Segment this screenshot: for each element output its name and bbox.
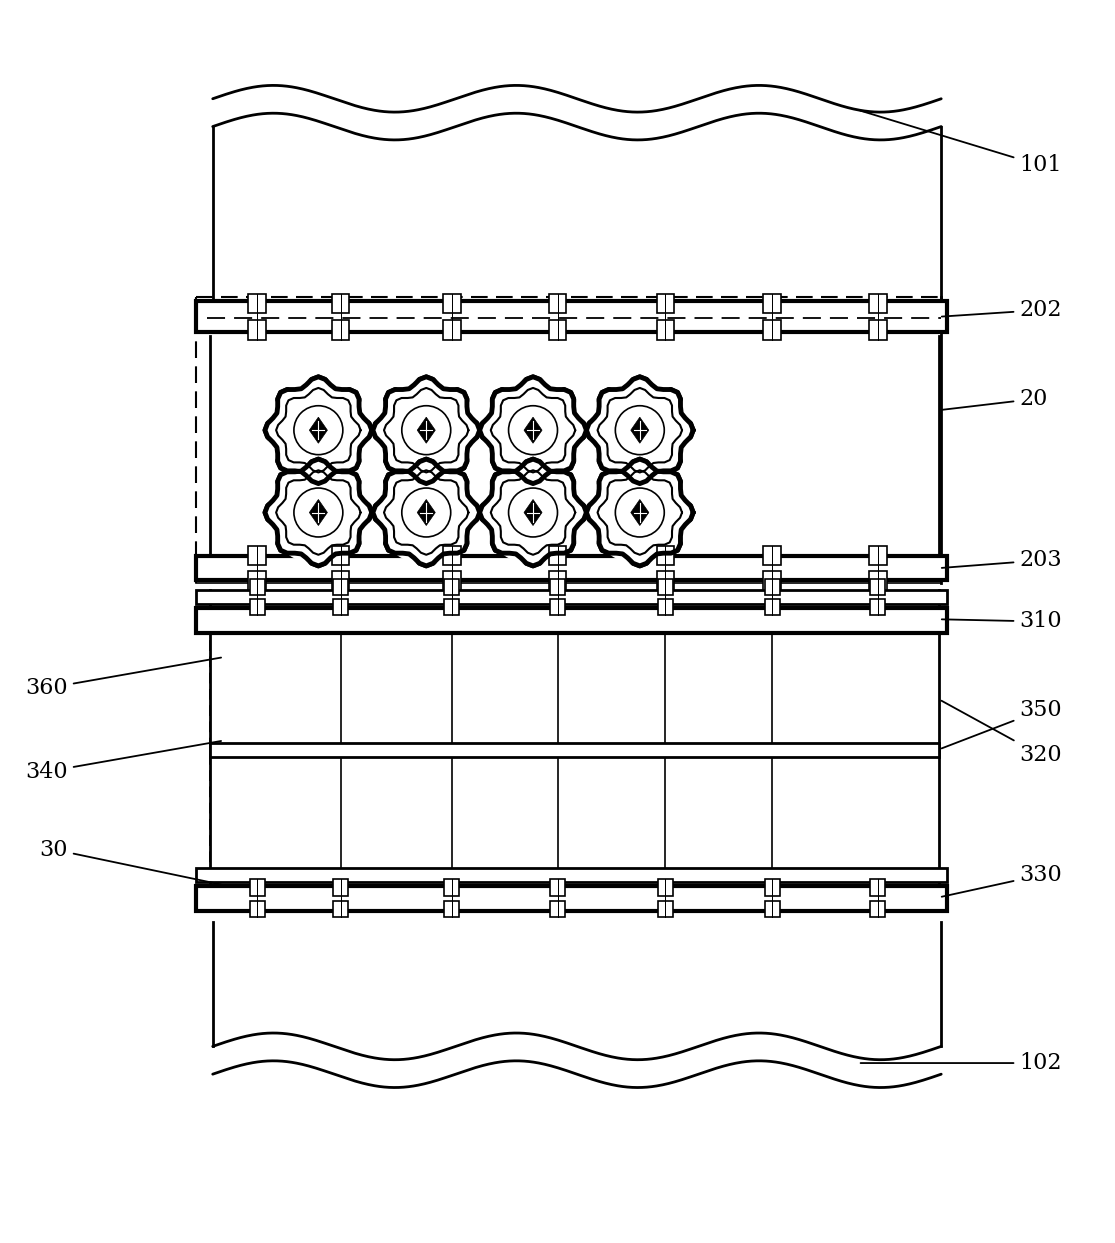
Circle shape [375, 378, 478, 482]
Bar [765, 901, 779, 917]
Bar [443, 571, 460, 590]
Bar [249, 321, 266, 339]
Bar [196, 886, 947, 911]
Bar [445, 880, 459, 895]
Circle shape [588, 461, 691, 564]
Bar [445, 901, 459, 917]
Bar [549, 295, 566, 313]
Bar [657, 546, 675, 566]
Bar [764, 295, 780, 313]
Bar [871, 880, 885, 895]
Bar [550, 579, 565, 595]
Circle shape [266, 378, 370, 482]
Bar [764, 321, 780, 339]
Text: 202: 202 [942, 300, 1061, 321]
Bar [249, 295, 266, 313]
Bar [333, 599, 348, 614]
Bar [333, 579, 348, 595]
Polygon shape [524, 500, 542, 526]
Bar [443, 321, 460, 339]
Text: 102: 102 [861, 1052, 1061, 1074]
Text: 330: 330 [942, 864, 1061, 896]
Bar [196, 301, 947, 332]
Bar [249, 546, 266, 566]
Bar [658, 880, 672, 895]
Circle shape [615, 405, 665, 455]
Text: 30: 30 [40, 839, 221, 885]
Circle shape [294, 405, 342, 455]
Circle shape [294, 488, 342, 537]
Polygon shape [631, 418, 649, 444]
Bar [550, 599, 565, 614]
Bar [332, 295, 349, 313]
Bar [443, 546, 460, 566]
Bar [196, 608, 947, 633]
Polygon shape [417, 500, 435, 526]
Bar [764, 571, 780, 590]
Bar [333, 880, 348, 895]
Bar [658, 901, 672, 917]
Text: 340: 340 [26, 741, 221, 783]
Polygon shape [631, 500, 649, 526]
Bar [549, 571, 566, 590]
Text: 203: 203 [942, 549, 1061, 572]
Circle shape [615, 488, 665, 537]
Bar [765, 880, 779, 895]
Bar [332, 571, 349, 590]
Bar [196, 556, 947, 580]
Polygon shape [417, 418, 435, 444]
Bar [443, 295, 460, 313]
Text: 310: 310 [942, 610, 1061, 633]
Circle shape [588, 378, 691, 482]
Bar [549, 321, 566, 339]
Bar [869, 546, 886, 566]
Bar [658, 599, 672, 614]
Bar [211, 743, 939, 757]
Circle shape [401, 488, 450, 537]
Bar [869, 571, 886, 590]
Bar [869, 321, 886, 339]
Bar [445, 599, 459, 614]
Bar [250, 880, 264, 895]
Text: 20: 20 [942, 388, 1047, 410]
Circle shape [508, 405, 558, 455]
Bar [250, 901, 264, 917]
Bar [765, 579, 779, 595]
Bar [333, 901, 348, 917]
Bar [764, 546, 780, 566]
Text: 101: 101 [861, 111, 1061, 177]
Polygon shape [309, 500, 328, 526]
Bar [869, 295, 886, 313]
Bar [249, 571, 266, 590]
Bar [658, 579, 672, 595]
Polygon shape [309, 418, 328, 444]
Bar [871, 599, 885, 614]
Bar [332, 546, 349, 566]
Circle shape [482, 461, 584, 564]
Text: 320: 320 [941, 701, 1061, 766]
Bar [196, 590, 947, 604]
Circle shape [266, 461, 370, 564]
Bar [332, 321, 349, 339]
Bar [657, 295, 675, 313]
Bar [250, 579, 264, 595]
Circle shape [375, 461, 478, 564]
Bar [657, 321, 675, 339]
Text: 350: 350 [941, 700, 1061, 748]
Bar [550, 880, 565, 895]
Bar [550, 901, 565, 917]
Bar [549, 546, 566, 566]
Bar [871, 901, 885, 917]
Bar [765, 599, 779, 614]
Bar [250, 599, 264, 614]
Bar [445, 579, 459, 595]
Circle shape [508, 488, 558, 537]
Text: 360: 360 [26, 658, 221, 700]
Circle shape [401, 405, 450, 455]
Bar [657, 571, 675, 590]
Bar [196, 869, 947, 881]
Bar [871, 579, 885, 595]
Circle shape [482, 378, 584, 482]
Polygon shape [524, 418, 542, 444]
